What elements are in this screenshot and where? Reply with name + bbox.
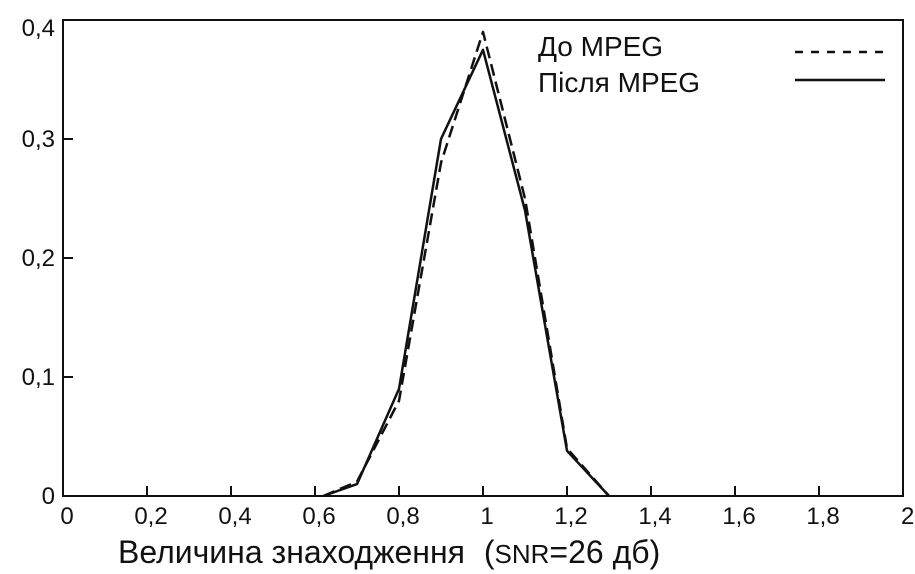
legend-label-series-1: Після MPEG	[538, 67, 700, 98]
legend: До MPEG Після MPEG	[538, 31, 885, 98]
x-tick-label: 0,2	[134, 503, 167, 530]
x-tick-label: 0,6	[302, 503, 335, 530]
x-tick-label: 1,2	[554, 503, 587, 530]
series-1-point	[566, 450, 568, 452]
x-axis-label-snr: SNR	[495, 539, 550, 569]
x-tick-label: 1,4	[638, 503, 671, 530]
x-axis-label-value: =26 дб)	[549, 534, 660, 570]
series-1-point	[440, 138, 442, 140]
series-line-1	[322, 48, 610, 498]
x-tick-label: 2	[901, 503, 914, 530]
series-1-point	[482, 49, 484, 51]
x-axis-label: Величина знаходження (SNR=26 дб)	[118, 534, 660, 570]
y-tick-label: 0,3	[22, 126, 55, 153]
x-axis-ticks: 0 0,2 0,4 0,6 0,8 1 1,2 1,4 1,6 1,8 2	[60, 486, 914, 530]
x-tick-label: 1	[480, 503, 493, 530]
x-axis-label-paren: (	[484, 534, 495, 570]
x-tick-label: 0,4	[218, 503, 251, 530]
series-0-point	[398, 400, 400, 402]
plot-area	[62, 19, 904, 497]
series-1-point	[608, 495, 610, 497]
y-tick-label: 0,1	[22, 364, 55, 391]
series-1-point	[322, 495, 324, 497]
y-tick-label: 0	[42, 483, 55, 510]
series-1-point	[356, 483, 358, 485]
series-layer	[322, 30, 610, 498]
x-tick-label: 0	[60, 503, 73, 530]
series-0-point	[440, 162, 442, 164]
x-tick-label: 1,8	[806, 503, 839, 530]
y-axis-ticks: 0 0,1 0,2 0,3 0,4	[22, 15, 73, 510]
x-tick-label: 1,6	[722, 503, 755, 530]
y-tick-label: 0,2	[22, 245, 55, 272]
y-tick-label: 0,4	[22, 15, 55, 42]
x-tick-label: 0,8	[386, 503, 419, 530]
legend-label-series-0: До MPEG	[538, 31, 663, 62]
x-axis-label-main: Величина знаходження	[118, 534, 465, 570]
series-0-point	[524, 198, 526, 199]
series-1-point	[524, 209, 526, 211]
series-0-point	[482, 31, 484, 33]
series-1-point	[398, 388, 400, 390]
